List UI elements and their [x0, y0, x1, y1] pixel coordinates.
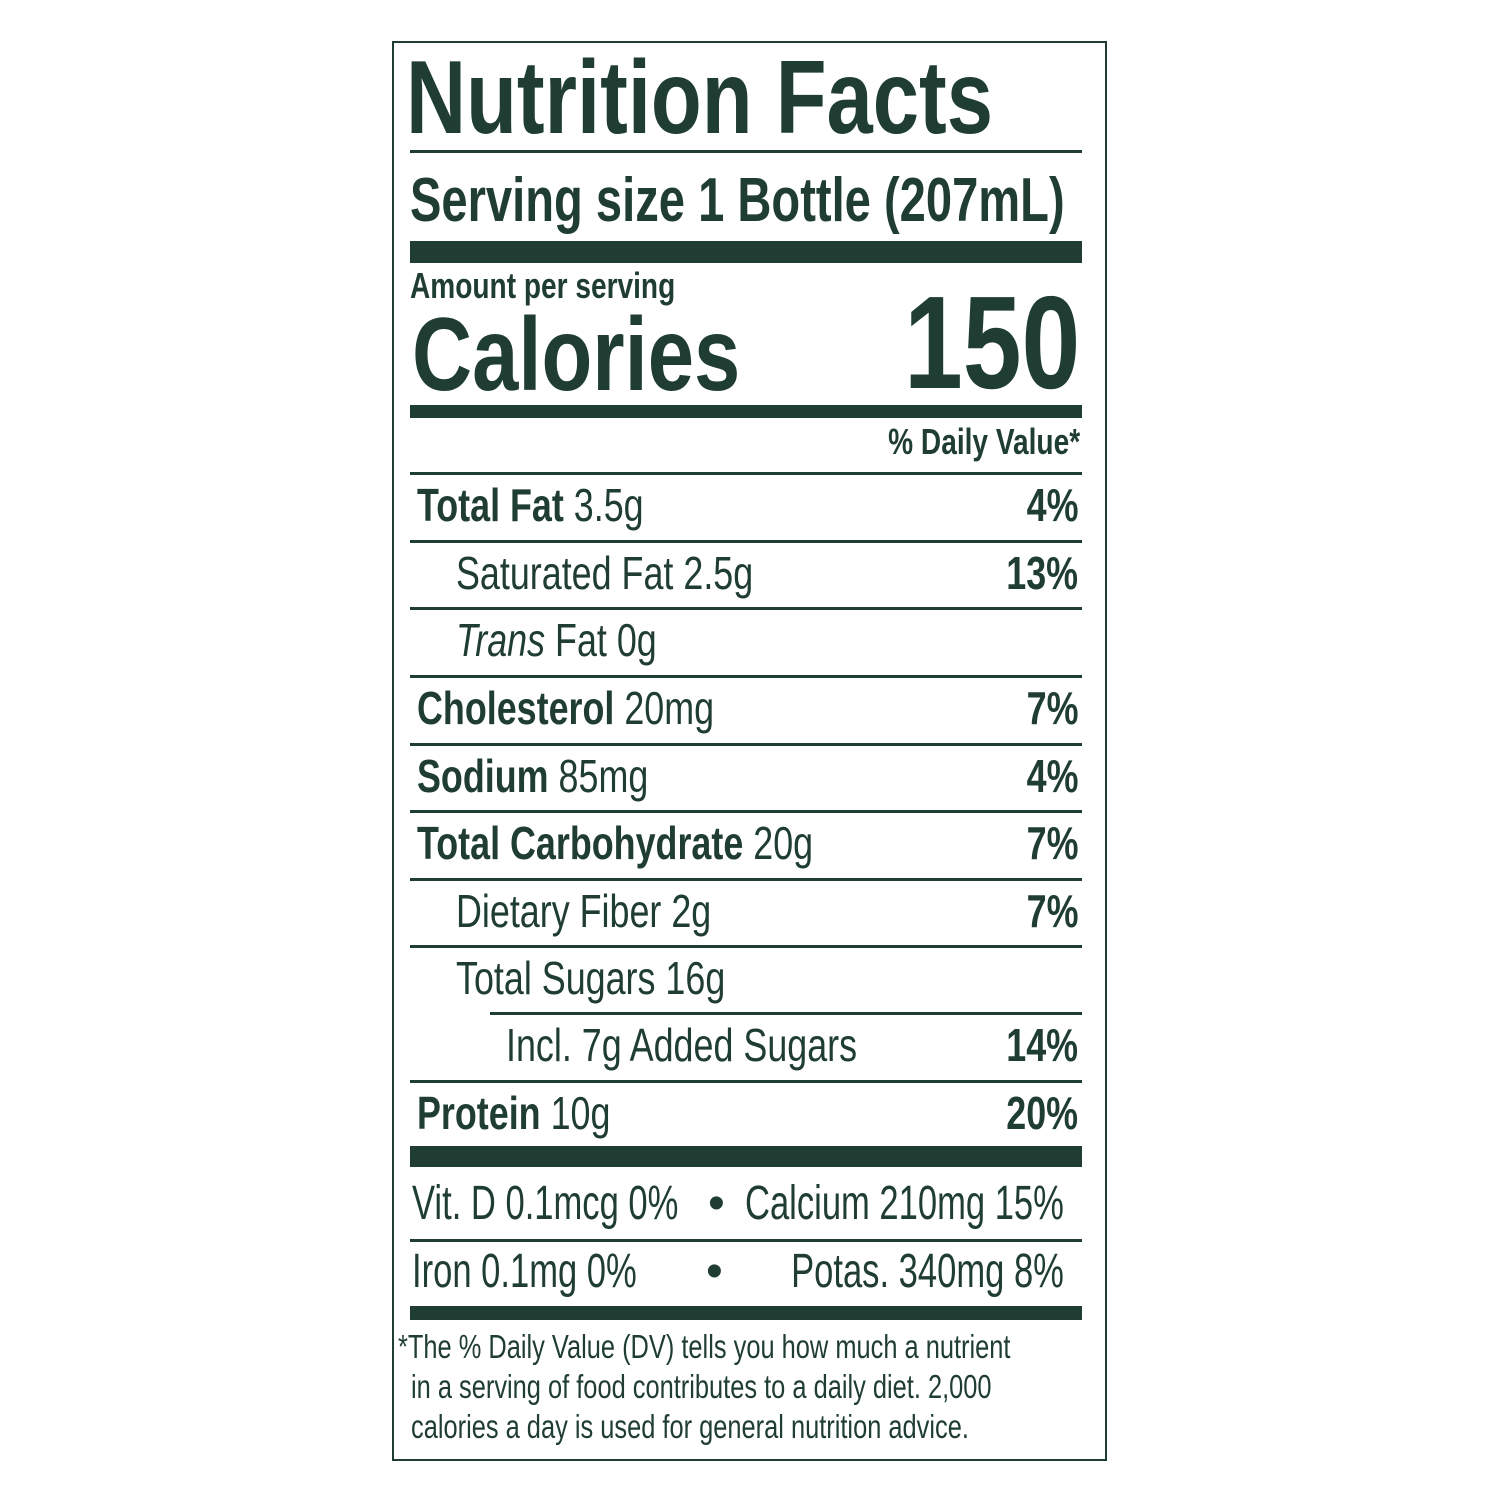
- vitamin-row-1: Vit. D 0.1mcg 0% • Calcium 210mg 15%: [410, 1174, 1078, 1234]
- iron: Iron 0.1mg 0%: [412, 1245, 637, 1298]
- nutrient-row-saturated-fat: Saturated Fat 2.5g 13%: [456, 547, 1078, 599]
- divider: [410, 743, 1082, 746]
- divider: [410, 150, 1082, 153]
- divider: [410, 472, 1082, 475]
- vitamin-row-2: Iron 0.1mg 0% • Potas. 340mg 8%: [410, 1242, 1078, 1302]
- calories-label: Calories: [412, 297, 741, 413]
- divider: [410, 945, 1082, 948]
- divider: [410, 540, 1082, 543]
- divider: [490, 1012, 1082, 1015]
- nutrition-label-border: [392, 41, 1107, 1461]
- calories-value: 150: [903, 269, 1080, 416]
- nutrient-row-cholesterol: Cholesterol 20mg 7%: [417, 682, 1078, 734]
- thick-divider: [410, 241, 1082, 263]
- medium-divider: [410, 405, 1082, 418]
- nutrient-row-trans-fat: Trans Fat 0g: [456, 614, 657, 666]
- divider: [410, 675, 1082, 678]
- nutrient-row-dietary-fiber: Dietary Fiber 2g 7%: [456, 885, 1078, 937]
- calcium: Calcium 210mg 15%: [745, 1177, 1064, 1230]
- daily-value-header: % Daily Value*: [888, 421, 1080, 462]
- potassium: Potas. 340mg 8%: [791, 1245, 1064, 1298]
- separator-dot: •: [708, 1177, 725, 1230]
- label-title: Nutrition Facts: [406, 40, 994, 156]
- separator-dot: •: [706, 1245, 723, 1298]
- nutrient-row-sodium: Sodium 85mg 4%: [417, 750, 1078, 802]
- divider: [410, 878, 1082, 881]
- divider: [410, 810, 1082, 813]
- amount-per-serving: Amount per serving: [410, 265, 676, 306]
- divider: [410, 607, 1082, 610]
- vit-d: Vit. D 0.1mcg 0%: [412, 1177, 679, 1230]
- nutrient-row-total-sugars: Total Sugars 16g: [456, 952, 726, 1004]
- nutrient-row-total-fat: Total Fat 3.5g 4%: [417, 479, 1078, 531]
- serving-size: Serving size 1 Bottle (207mL): [410, 166, 1065, 235]
- nutrient-row-total-carbohydrate: Total Carbohydrate 20g 7%: [417, 817, 1078, 869]
- thick-divider: [410, 1146, 1082, 1167]
- divider: [410, 1239, 1082, 1242]
- footnote: *The % Daily Value (DV) tells you how mu…: [398, 1328, 1011, 1445]
- divider: [410, 1080, 1082, 1083]
- thick-divider: [410, 1306, 1082, 1320]
- nutrient-row-added-sugars: Incl. 7g Added Sugars 14%: [506, 1019, 1078, 1071]
- nutrient-row-protein: Protein 10g 20%: [417, 1087, 1078, 1139]
